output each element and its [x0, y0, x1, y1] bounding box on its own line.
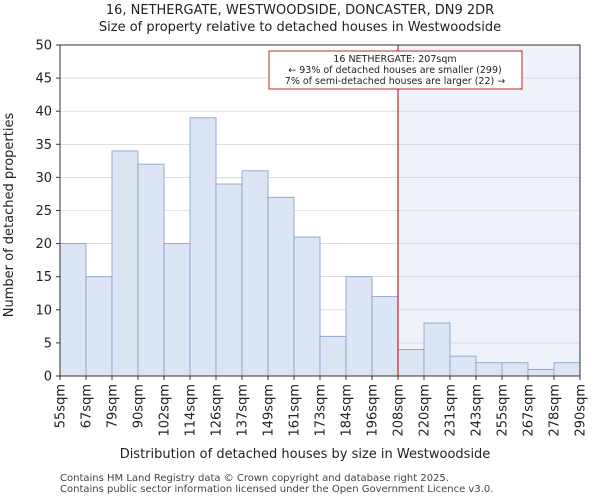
y-tick-label: 40	[35, 105, 52, 120]
bar	[85, 276, 113, 377]
chart-subtitle: Size of property relative to detached ho…	[98, 20, 502, 35]
annotation-line-2: ← 93% of detached houses are smaller (29…	[288, 65, 501, 76]
bar	[553, 362, 581, 377]
bar	[111, 150, 139, 377]
y-tick-label: 35	[35, 138, 52, 153]
y-tick-label: 30	[35, 171, 52, 186]
bar	[241, 170, 269, 377]
bar	[59, 243, 87, 377]
annotation-line-3: 7% of semi-detached houses are larger (2…	[285, 76, 505, 87]
y-tick-label: 15	[35, 270, 52, 285]
x-tick-label: 290sqm	[574, 384, 589, 437]
bar	[319, 335, 347, 377]
y-axis-ticks: 0 5 10 15 20 25 30 35 40 45 50	[35, 39, 60, 385]
x-tick-label: 137sqm	[236, 384, 251, 437]
y-axis-label: Number of detached properties	[2, 113, 17, 318]
bar	[501, 362, 529, 377]
y-tick-label: 5	[44, 336, 52, 351]
x-tick-label: 55sqm	[54, 384, 69, 428]
bar	[163, 243, 191, 377]
bar	[475, 362, 503, 377]
bar	[449, 355, 477, 377]
bar	[189, 117, 217, 377]
x-tick-label: 196sqm	[366, 384, 381, 437]
bar	[215, 183, 243, 377]
x-tick-label: 114sqm	[184, 384, 199, 437]
annotation-box: 16 NETHERGATE: 207sqm ← 93% of detached …	[268, 50, 523, 90]
annotation-line-1: 16 NETHERGATE: 207sqm	[333, 54, 456, 65]
bar	[527, 368, 555, 377]
x-tick-label: 184sqm	[340, 384, 355, 437]
x-tick-label: 102sqm	[158, 384, 173, 437]
y-tick-label: 20	[35, 237, 52, 252]
x-tick-label: 161sqm	[288, 384, 303, 437]
bar	[371, 296, 399, 377]
y-tick-label: 45	[35, 72, 52, 87]
x-axis-ticks: 55sqm 67sqm 79sqm 90sqm 102sqm 114sqm 126sqm 13…	[54, 376, 589, 437]
footer-copyright: Contains HM Land Registry data © Crown c…	[60, 473, 449, 484]
x-tick-label: 220sqm	[418, 384, 433, 437]
x-tick-label: 231sqm	[444, 384, 459, 437]
x-tick-label: 255sqm	[496, 384, 511, 437]
footer-licence: Contains public sector information licen…	[60, 484, 494, 495]
bar	[293, 236, 321, 377]
y-tick-label: 25	[35, 204, 52, 219]
bar	[397, 349, 425, 377]
x-tick-label: 243sqm	[470, 384, 485, 437]
y-tick-label: 10	[35, 303, 52, 318]
x-tick-label: 79sqm	[106, 384, 121, 428]
y-tick-label: 50	[35, 39, 52, 54]
x-tick-label: 126sqm	[210, 384, 225, 437]
bars	[59, 117, 581, 377]
x-tick-label: 267sqm	[522, 384, 537, 437]
bar	[345, 276, 373, 377]
x-tick-label: 173sqm	[314, 384, 329, 437]
x-tick-label: 67sqm	[80, 384, 95, 428]
plot-frame	[59, 44, 581, 377]
x-tick-label: 278sqm	[548, 384, 563, 437]
y-tick-label: 0	[44, 370, 52, 385]
bar	[267, 196, 295, 377]
x-tick-label: 208sqm	[392, 384, 407, 437]
x-tick-label: 149sqm	[262, 384, 277, 437]
bar	[137, 163, 165, 377]
x-tick-label: 90sqm	[132, 384, 147, 428]
x-axis-label: Distribution of detached houses by size …	[120, 447, 491, 462]
chart-title: 16, NETHERGATE, WESTWOODSIDE, DONCASTER,…	[105, 3, 495, 18]
bar	[423, 322, 451, 377]
